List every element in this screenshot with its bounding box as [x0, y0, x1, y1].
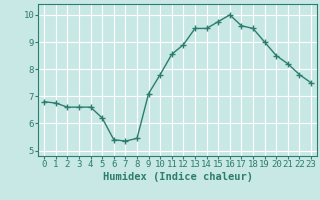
X-axis label: Humidex (Indice chaleur): Humidex (Indice chaleur) — [103, 172, 252, 182]
